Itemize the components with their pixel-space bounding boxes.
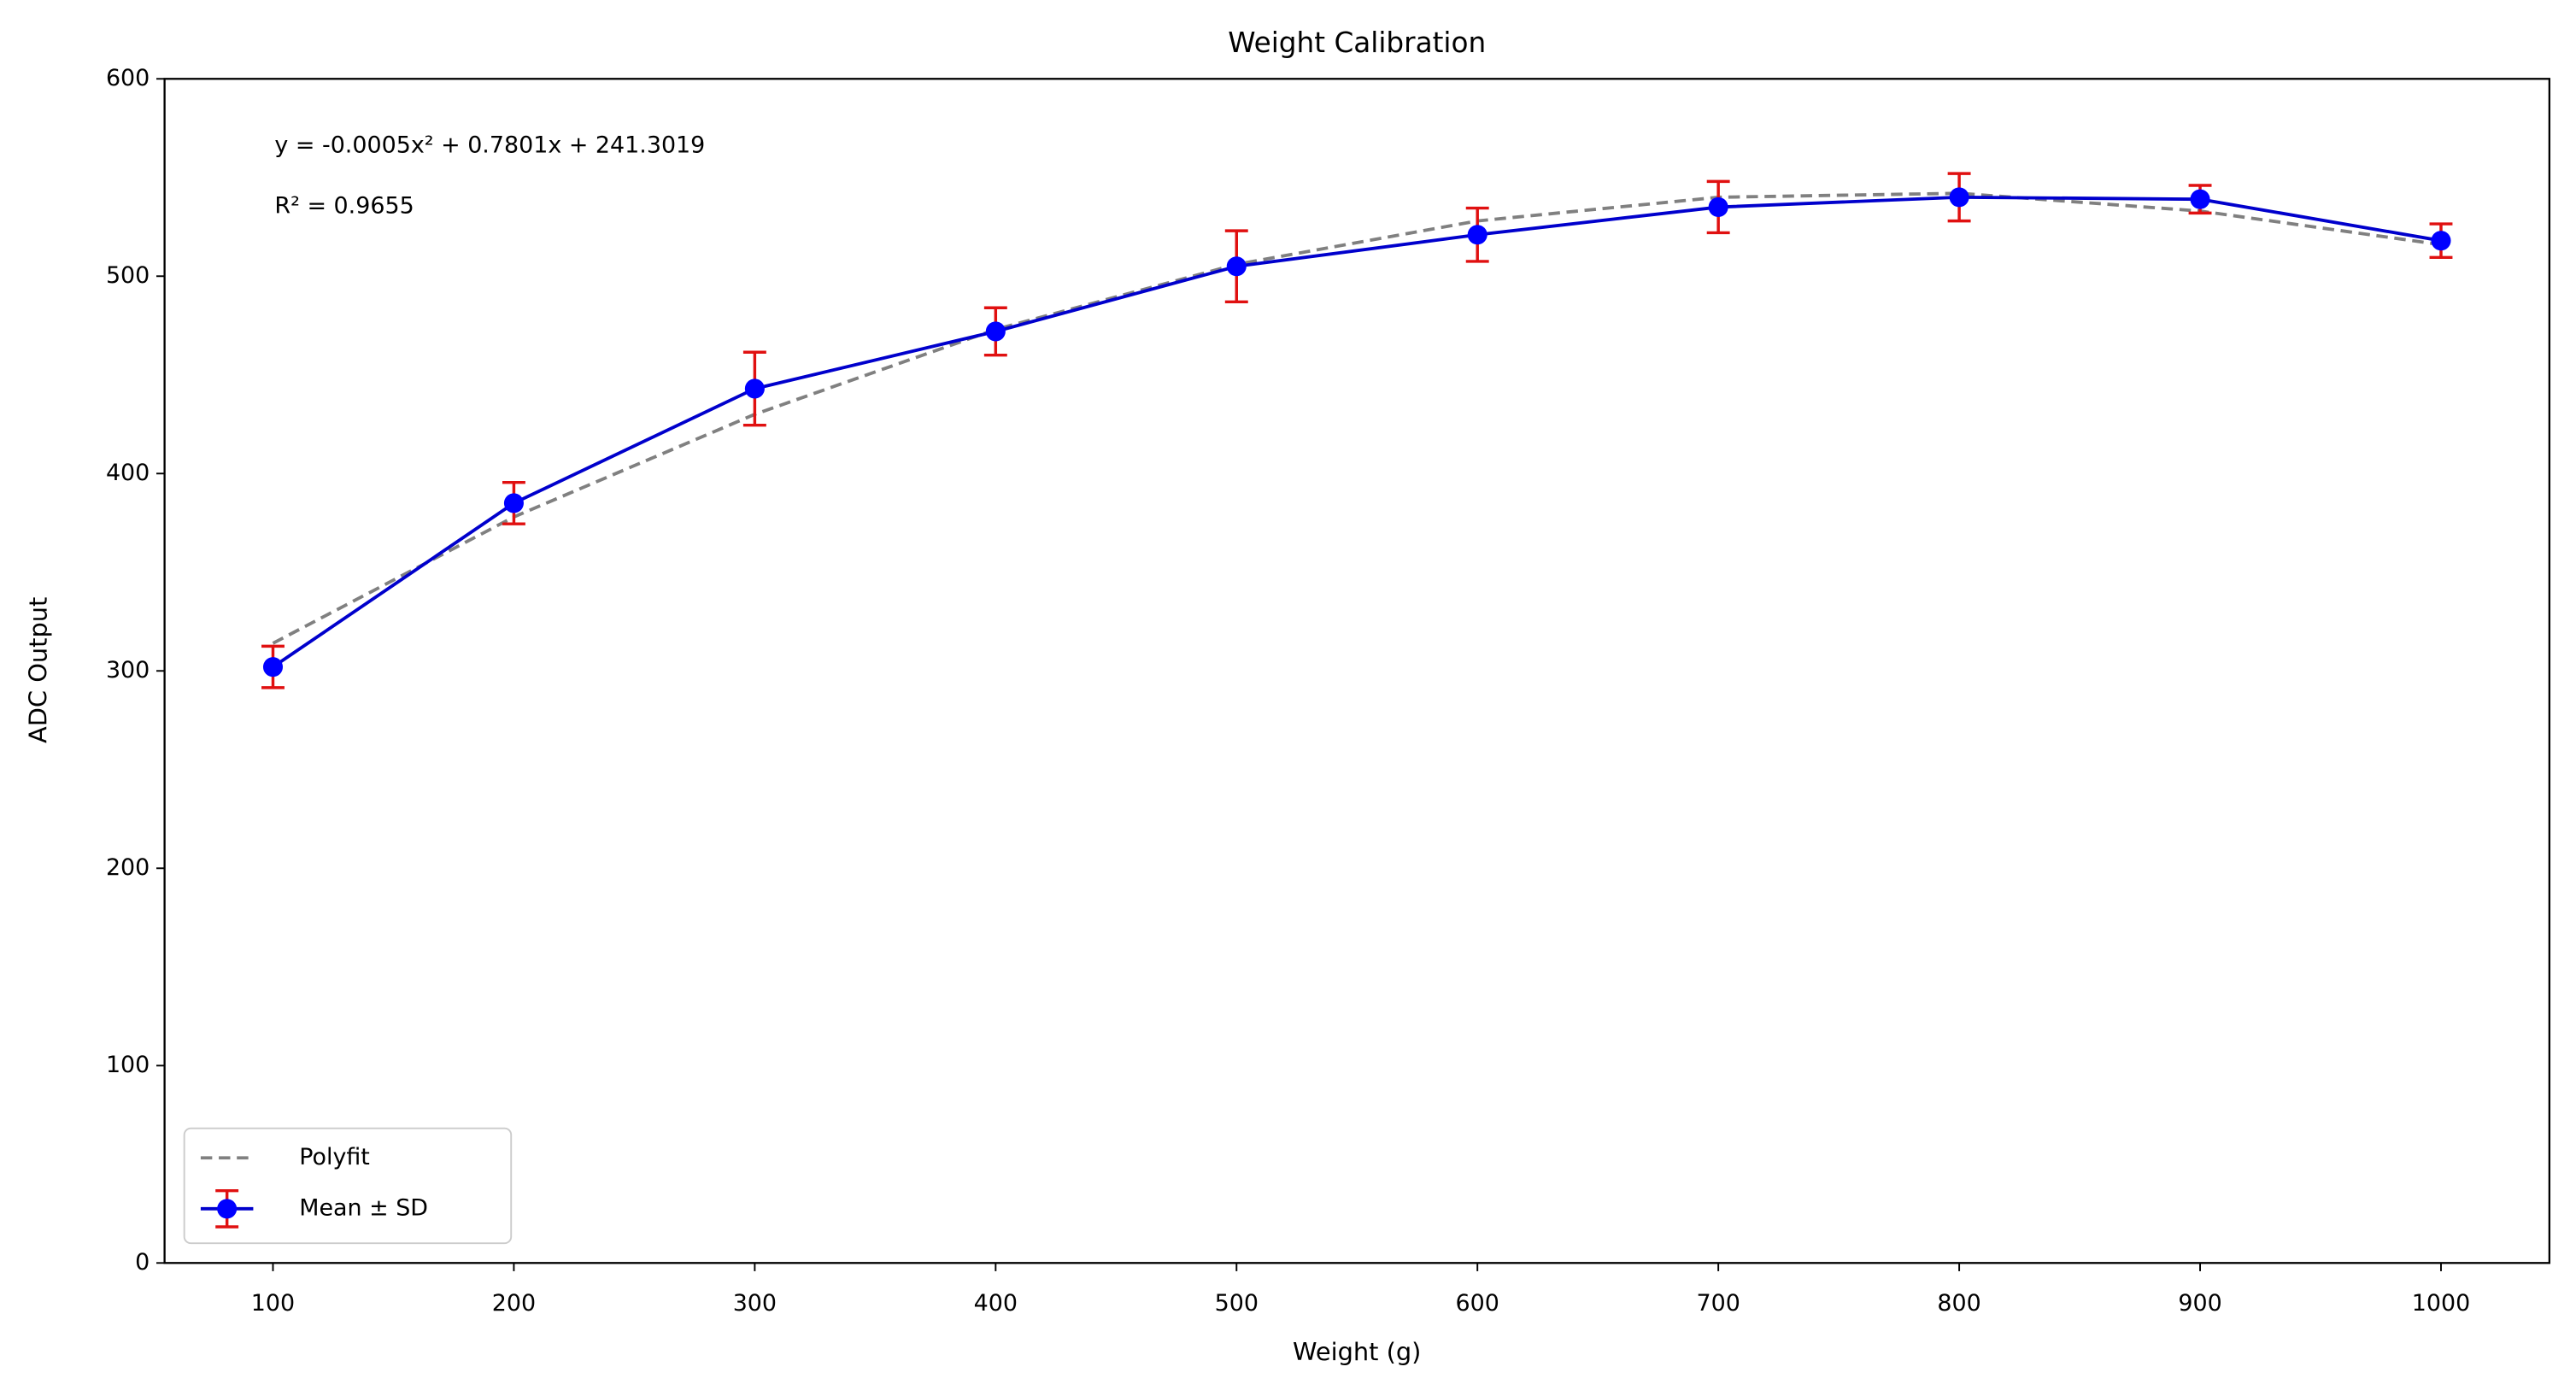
marker [262,657,284,677]
marker [1226,256,1247,277]
x-tick-label: 600 [1456,1290,1499,1317]
marker [1949,187,1969,208]
y-axis-label: ADC Output [24,597,53,743]
legend-label: Mean ± SD [299,1194,428,1221]
legend-label: Polyfit [299,1144,370,1170]
marker [1467,225,1488,245]
x-tick-label: 400 [974,1290,1018,1317]
series-line [272,191,2442,645]
y-tick-label: 100 [106,1052,150,1078]
annotation: R² = 0.9655 [274,193,414,220]
y-tick-label: 500 [106,262,150,289]
x-tick-label: 100 [251,1290,295,1317]
x-tick-label: 300 [733,1290,777,1317]
y-tick-label: 200 [106,854,150,881]
marker [1708,196,1728,217]
series-line [272,195,2442,669]
x-tick-label: 700 [1696,1290,1740,1317]
legend-box [183,1127,513,1245]
y-tick-label: 600 [106,65,150,91]
marker [503,493,524,513]
y-tick-label: 0 [135,1249,150,1276]
legend-marker [217,1199,238,1219]
x-tick-label: 900 [2178,1290,2221,1317]
marker [744,378,765,399]
y-tick-label: 400 [106,460,150,486]
plot-frame [163,78,2551,1264]
y-tick-label: 300 [106,657,150,683]
annotation: y = -0.0005x² + 0.7801x + 241.3019 [274,132,705,159]
chart-title: Weight Calibration [1228,26,1486,59]
marker [2431,231,2451,251]
marker [985,321,1006,342]
x-tick-label: 200 [492,1290,536,1317]
x-tick-label: 500 [1215,1290,1259,1317]
marker [2190,189,2210,209]
x-tick-label: 800 [1937,1290,1980,1317]
x-axis-label: Weight (g) [1293,1337,1421,1366]
x-tick-label: 1000 [2412,1290,2470,1317]
